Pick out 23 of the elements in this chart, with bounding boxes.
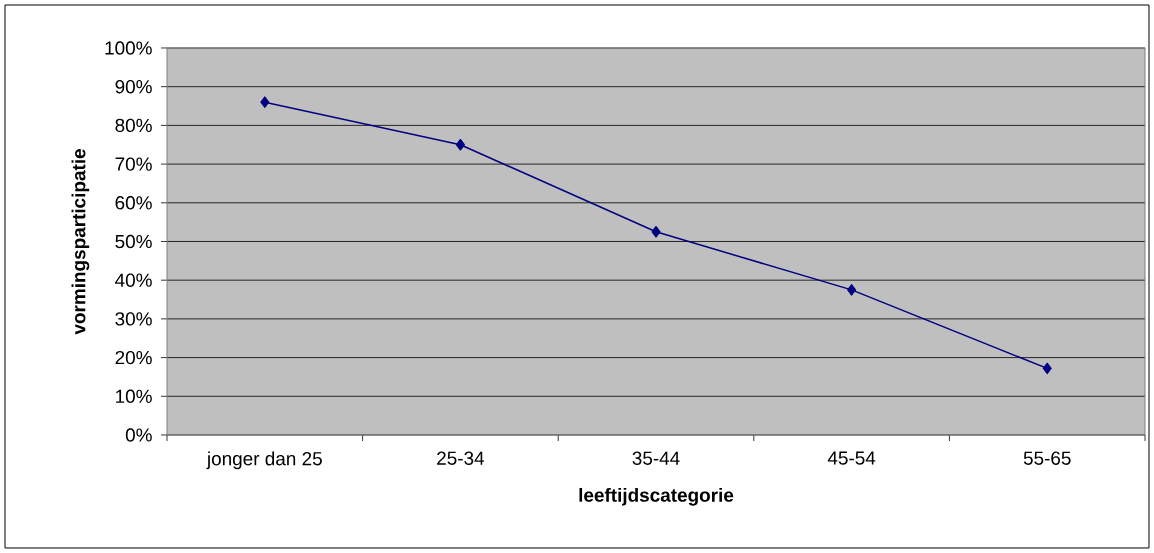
y-tick-label: 100%	[105, 41, 152, 55]
point	[651, 226, 661, 238]
y-tick-label: 10%	[116, 389, 152, 403]
x-axis-title: leeftijdscategorie	[579, 487, 734, 506]
y-tick-label: 40%	[115, 273, 152, 287]
y-tick-label: 20%	[115, 350, 152, 365]
x-tick-label: 45-54	[827, 451, 876, 465]
x-tick-label: jonger dan 25	[206, 451, 322, 470]
y-tick-label: 0%	[125, 428, 152, 442]
y-tick-label: 60%	[115, 196, 152, 210]
x-tick-label: 35-44	[632, 451, 680, 465]
point	[260, 96, 270, 108]
y-tick-label: 80%	[115, 118, 152, 133]
point	[455, 138, 465, 151]
point	[847, 284, 857, 296]
y-tick-label: 30%	[115, 312, 152, 326]
point	[1042, 362, 1052, 375]
y-axis-title: vormingsparticipatie	[71, 149, 90, 335]
y-tick-label: 70%	[115, 157, 152, 171]
y-tick-label: 50%	[115, 234, 152, 249]
x-tick-label: 55-65	[1023, 451, 1071, 465]
y-tick-label: 90%	[115, 79, 152, 94]
x-tick-label: 25-34	[437, 451, 485, 465]
